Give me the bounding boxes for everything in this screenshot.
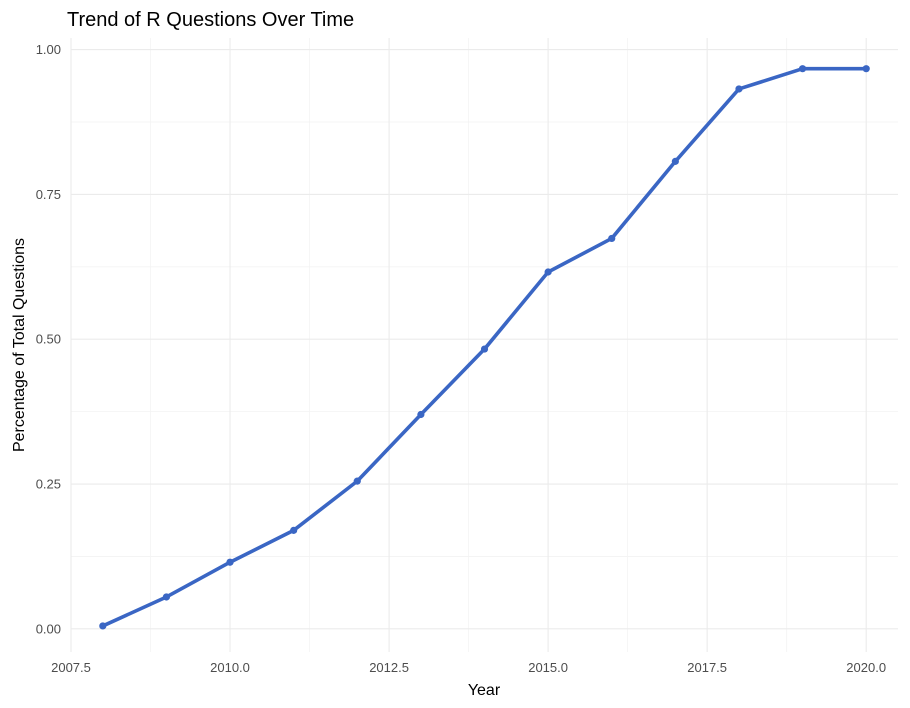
- data-point: [290, 526, 298, 534]
- data-point: [353, 477, 361, 485]
- minor-gridlines: [71, 38, 898, 652]
- data-point: [226, 558, 234, 566]
- data-point: [99, 622, 107, 630]
- x-tick-labels: 2007.5 2010.0 2012.5 2015.0 2017.5 2020.0: [51, 660, 886, 675]
- data-point: [162, 593, 171, 601]
- y-tick-label: 0.00: [36, 621, 61, 636]
- data-point: [608, 234, 616, 243]
- x-tick-label: 2012.5: [369, 660, 409, 675]
- data-point: [544, 268, 552, 276]
- x-tick-label: 2015.0: [528, 660, 568, 675]
- y-axis-title: Percentage of Total Questions: [11, 238, 28, 452]
- x-tick-label: 2020.0: [846, 660, 886, 675]
- major-gridlines: [70, 38, 898, 652]
- y-tick-labels: 0.00 0.25 0.50 0.75 1.00: [36, 42, 61, 636]
- data-point: [417, 410, 425, 419]
- data-point: [735, 85, 743, 93]
- chart-title: Trend of R Questions Over Time: [67, 9, 354, 31]
- x-axis-title: Year: [468, 682, 501, 699]
- data-point: [798, 65, 807, 73]
- data-point: [671, 157, 679, 165]
- y-tick-label: 0.25: [36, 477, 61, 492]
- y-tick-label: 1.00: [36, 42, 61, 57]
- y-tick-label: 0.50: [36, 332, 61, 347]
- data-point: [480, 345, 489, 353]
- points-layer: [99, 65, 870, 630]
- y-tick-label: 0.75: [36, 187, 61, 202]
- x-tick-label: 2017.5: [687, 660, 727, 675]
- data-point: [862, 65, 870, 73]
- x-tick-label: 2010.0: [210, 660, 250, 675]
- x-tick-label: 2007.5: [51, 660, 91, 675]
